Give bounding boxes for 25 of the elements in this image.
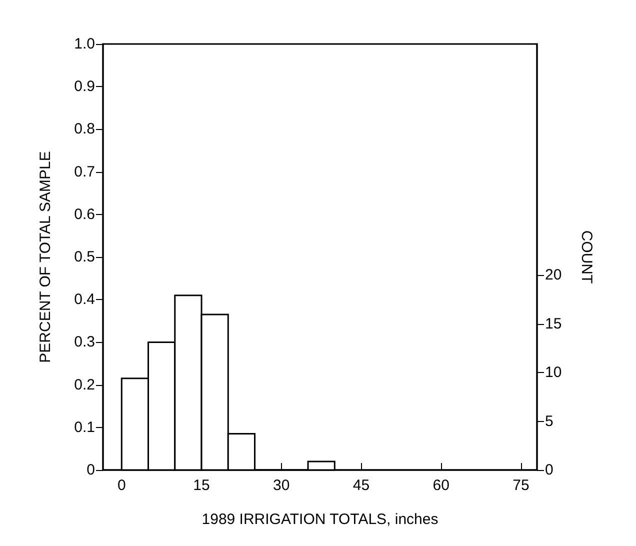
x-tick-label: 30 [273,477,290,494]
y-tick-label: 0.5 [74,248,95,266]
y-tick-label: 0.8 [74,120,95,138]
x-tick-label: 60 [432,477,450,494]
x-axis-title: 1989 IRRIGATION TOTALS, inches [202,511,438,528]
y2-tick-label: 10 [545,364,562,382]
y-tick-label: 0 [86,462,95,478]
y-axis-title: PERCENT OF TOTAL SAMPLE [37,151,54,363]
y2-tick-label: 15 [545,315,562,332]
x-tick-label: 75 [512,477,530,494]
y2-axis-title: COUNT [578,230,595,284]
y2-tick-label: 20 [545,266,562,284]
y-tick-label: 0.4 [74,291,95,308]
y-tick-label: 0.1 [74,418,95,436]
y2-tick-label: 0 [545,462,554,478]
x-tick-label: 45 [352,477,370,494]
y-tick-label: 0.9 [74,78,95,96]
y-tick-label: 0.7 [74,163,95,180]
x-tick-label: 15 [193,477,210,494]
y2-tick-label: 5 [545,412,554,430]
y-tick-label: 0.2 [74,376,95,394]
x-tick-label: 0 [117,477,126,494]
y-tick-label: 0.3 [74,334,95,351]
y-tick-label: 0.6 [74,206,95,223]
y-tick-label: 1.0 [74,36,95,52]
